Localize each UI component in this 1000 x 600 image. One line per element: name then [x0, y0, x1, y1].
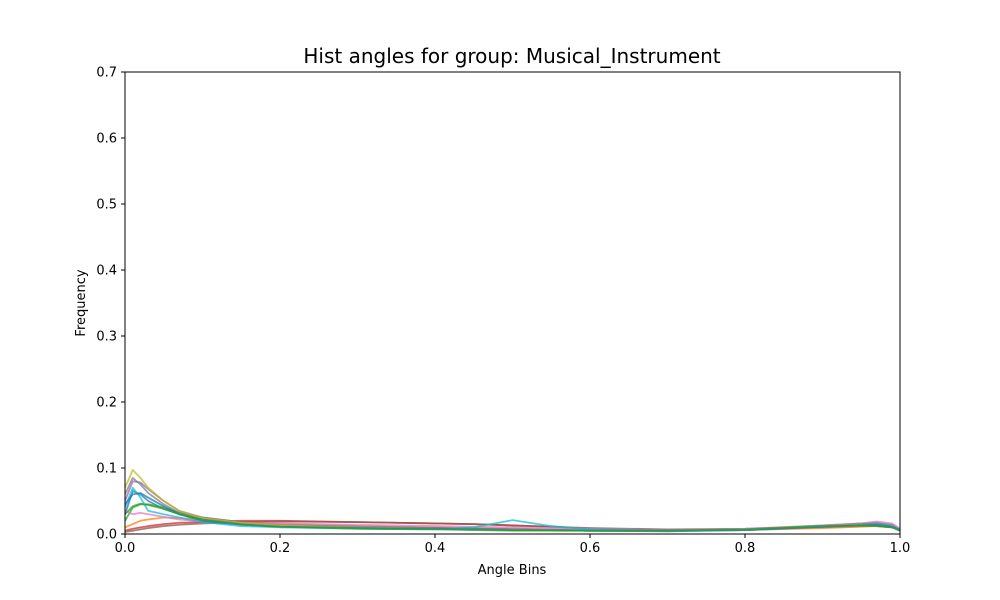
y-axis: 0.0 0.1 0.2 0.3 0.4 0.5 0.6 0.7 — [96, 66, 125, 543]
y-tick-label: 0.3 — [96, 330, 117, 345]
y-tick-label: 0.4 — [96, 264, 117, 279]
chart-title: Hist angles for group: Musical_Instrumen… — [303, 44, 720, 68]
x-tick-label: 1.0 — [890, 541, 911, 556]
plot-frame — [124, 71, 901, 535]
y-tick-label: 0.0 — [96, 528, 117, 543]
y-tick-label: 0.1 — [96, 462, 117, 477]
x-tick-label: 0.2 — [270, 541, 291, 556]
x-tick-label: 0.8 — [735, 541, 756, 556]
series-line-12 — [125, 502, 900, 532]
y-tick-label: 0.7 — [96, 66, 117, 81]
y-axis-label: Frequency — [74, 269, 89, 336]
x-tick-label: 0.6 — [580, 541, 601, 556]
y-tick-label: 0.6 — [96, 132, 117, 147]
x-axis: 0.0 0.2 0.4 0.6 0.8 1.0 — [115, 534, 911, 556]
y-tick-label: 0.5 — [96, 198, 117, 213]
x-axis-label: Angle Bins — [478, 563, 547, 578]
x-tick-label: 0.0 — [115, 541, 136, 556]
y-tick-label: 0.2 — [96, 396, 117, 411]
series-layer — [125, 469, 900, 533]
x-tick-label: 0.4 — [425, 541, 446, 556]
